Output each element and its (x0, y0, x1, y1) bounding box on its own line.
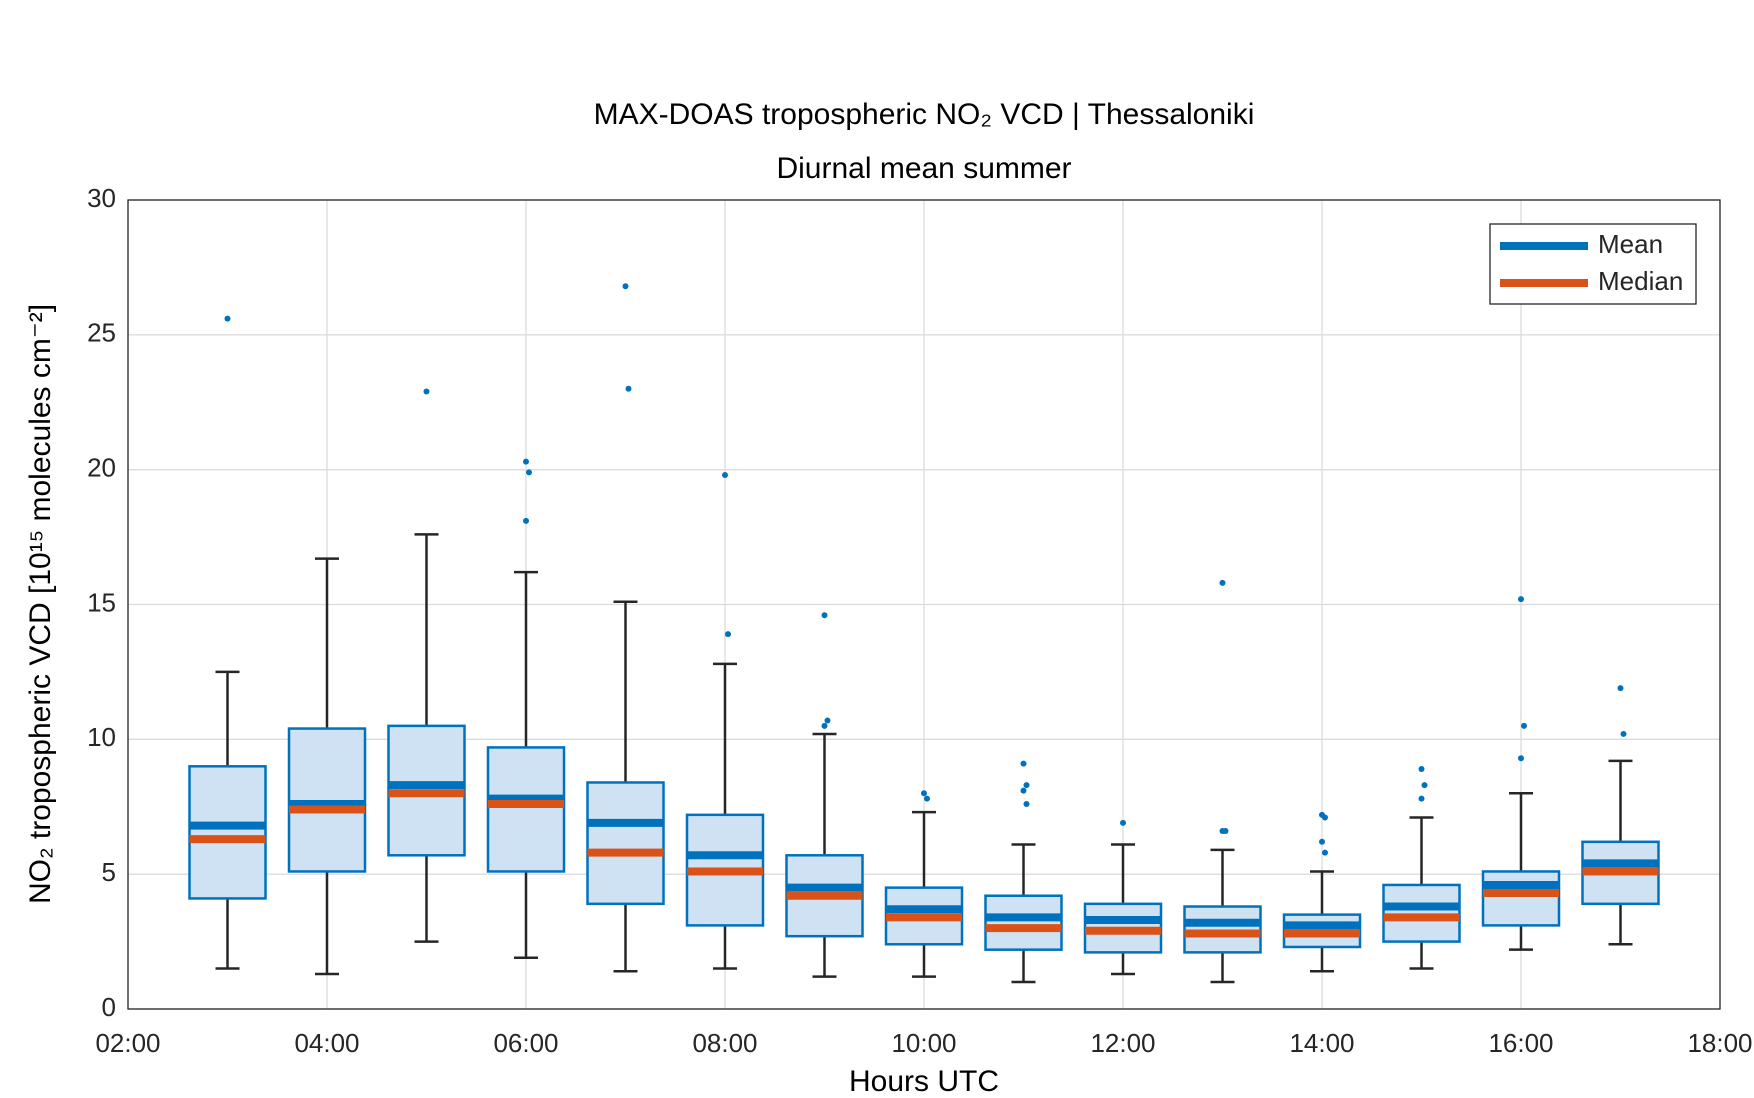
box (1481, 870, 1561, 927)
outlier (423, 388, 430, 395)
outlier (1418, 795, 1425, 802)
chart-title: MAX-DOAS tropospheric NO₂ VCD | Thessalo… (594, 98, 1255, 131)
outlier (821, 722, 828, 729)
outlier (523, 517, 529, 524)
box (188, 765, 267, 900)
legend-box (1489, 223, 1697, 305)
box (586, 781, 665, 906)
box (984, 894, 1063, 951)
outlier (1023, 782, 1030, 789)
legend-label: Median (1598, 266, 1683, 296)
y-axis-label: NO₂ tropospheric VCD [10¹⁵ molecules cm⁻… (24, 304, 57, 904)
x-tick-label: 14:00 (1289, 1028, 1354, 1058)
outlier (1020, 760, 1027, 767)
chart-subtitle: Diurnal mean summer (776, 152, 1071, 185)
outlier (725, 631, 731, 638)
box (1183, 905, 1262, 954)
y-tick-label: 30 (87, 183, 116, 213)
outlier (722, 472, 728, 479)
x-tick-label: 02:00 (95, 1028, 160, 1058)
outlier (1521, 722, 1527, 729)
y-tick-label: 10 (87, 722, 116, 752)
x-tick-label: 16:00 (1488, 1028, 1553, 1058)
y-tick-label: 5 (102, 857, 116, 887)
outlier (1617, 685, 1624, 692)
box (1382, 883, 1461, 943)
outlier (1418, 765, 1425, 772)
x-axis-label: Hours UTC (849, 1065, 999, 1098)
y-tick-label: 25 (87, 318, 116, 348)
outlier (1518, 596, 1524, 603)
x-tick-label: 12:00 (1090, 1028, 1155, 1058)
outlier (824, 717, 831, 724)
outlier (622, 283, 629, 290)
outlier (1322, 814, 1328, 821)
outlier (821, 612, 828, 619)
outlier (1620, 730, 1627, 737)
outlier (625, 385, 632, 392)
x-tick-label: 04:00 (294, 1028, 359, 1058)
outlier (921, 790, 927, 797)
outlier (924, 795, 930, 802)
box (287, 727, 367, 873)
box (486, 746, 566, 873)
outlier (1219, 579, 1226, 586)
x-tick-label: 06:00 (493, 1028, 558, 1058)
outlier (526, 469, 532, 476)
y-tick-label: 0 (102, 992, 116, 1022)
outlier (1319, 838, 1325, 845)
x-tick-label: 08:00 (692, 1028, 757, 1058)
outlier (1219, 828, 1226, 835)
y-tick-label: 20 (87, 453, 116, 483)
legend-label: Mean (1598, 229, 1663, 259)
x-tick-label: 18:00 (1687, 1028, 1752, 1058)
x-tick-label: 10:00 (891, 1028, 956, 1058)
outlier (1421, 782, 1428, 789)
y-tick-label: 15 (87, 587, 116, 617)
outlier (523, 458, 529, 465)
outlier (224, 315, 231, 322)
outlier (1020, 787, 1027, 794)
outlier (1322, 849, 1328, 856)
outlier (1120, 819, 1126, 826)
outlier (1023, 801, 1030, 808)
outlier (1518, 755, 1524, 762)
axes-frame (127, 199, 1721, 1010)
